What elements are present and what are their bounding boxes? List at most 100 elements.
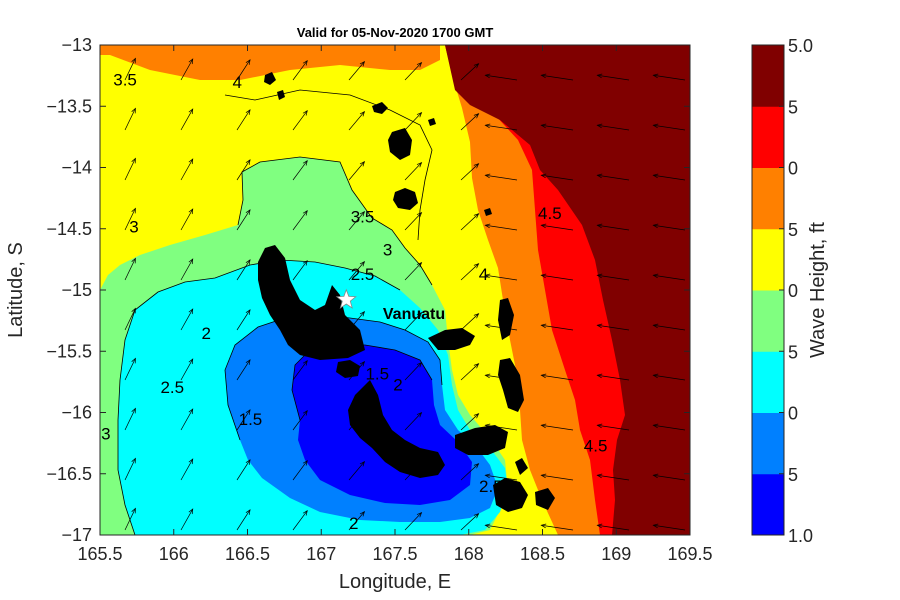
colorbar-tick-label: 5 — [788, 342, 798, 362]
contour-label: 4.5 — [584, 437, 608, 456]
wind-arrow-head — [540, 373, 547, 379]
wind-arrow — [404, 312, 422, 331]
wind-arrow — [541, 374, 574, 381]
wind-arrow-head — [359, 260, 366, 267]
wind-arrow — [653, 474, 686, 481]
wind-arrow-head — [484, 223, 491, 229]
colorbar-segment — [752, 412, 784, 475]
wind-arrow — [292, 360, 308, 381]
wind-arrow — [541, 174, 574, 181]
wind-arrow — [236, 459, 251, 481]
contour-label: 4 — [232, 73, 241, 92]
wind-arrow — [180, 408, 194, 431]
wind-arrow — [404, 212, 422, 231]
band-3.5-4-left — [100, 45, 440, 80]
wind-arrow-head — [131, 157, 136, 164]
wind-arrow-head — [484, 373, 491, 379]
y-tick-label: −16.5 — [46, 464, 92, 484]
colorbar-tick-label: 5 — [788, 465, 798, 485]
y-tick-label: −17 — [61, 525, 92, 545]
wind-arrow-head — [302, 109, 308, 116]
wind-arrow-head — [473, 163, 480, 169]
wind-arrow — [180, 108, 194, 131]
wind-arrow — [236, 409, 251, 431]
wind-arrow-head — [302, 409, 308, 416]
wind-arrow — [653, 324, 686, 331]
wind-arrow-head — [245, 259, 251, 265]
wind-arrow — [485, 474, 518, 481]
wind-arrow-head — [416, 361, 423, 368]
wind-arrow-head — [131, 507, 136, 514]
wind-arrow — [597, 224, 630, 231]
wind-arrow-head — [245, 309, 251, 315]
wind-arrow — [124, 208, 136, 231]
wind-arrow-head — [473, 263, 480, 269]
wind-vectors — [124, 57, 686, 531]
wind-arrow — [460, 163, 479, 181]
x-tick-label: 169 — [601, 544, 631, 564]
wind-arrow-head — [302, 459, 308, 466]
island-torres-1 — [264, 72, 276, 85]
wind-arrow — [653, 374, 686, 381]
y-tick-label: −15.5 — [46, 341, 92, 361]
wind-arrow-head — [245, 459, 251, 465]
wind-arrow-head — [484, 73, 491, 79]
wind-arrow-head — [652, 273, 659, 279]
wind-arrow-head — [473, 213, 480, 219]
wind-arrow-head — [416, 511, 423, 518]
wind-arrow — [348, 161, 365, 181]
wind-arrow — [124, 408, 136, 431]
wind-arrow — [292, 510, 308, 531]
wind-arrow-head — [188, 208, 194, 215]
wind-arrow — [124, 358, 136, 381]
wind-arrow — [597, 74, 630, 81]
wind-arrow — [541, 524, 574, 531]
colorbar-segment — [752, 351, 784, 413]
y-axis-label: Latitude, S — [5, 242, 27, 338]
island-gaua — [388, 128, 412, 160]
x-tick-label: 166.5 — [225, 544, 270, 564]
wind-arrow — [653, 74, 686, 81]
wind-arrow — [460, 63, 479, 81]
wind-arrow — [653, 224, 686, 231]
contour-label: 1.5 — [239, 410, 263, 429]
wind-arrow-head — [188, 408, 194, 415]
wind-arrow-head — [302, 359, 308, 366]
contour-label: 2 — [349, 514, 358, 533]
wind-arrow-head — [359, 360, 366, 367]
contour-label: 3 — [101, 424, 110, 443]
contour-map — [100, 45, 690, 535]
island-small-1 — [535, 488, 555, 510]
contour-label: 3 — [129, 217, 138, 236]
contour-label: 2 — [393, 375, 402, 394]
wind-arrow — [180, 308, 194, 331]
wind-arrow-head — [596, 123, 603, 129]
wind-arrow-head — [245, 359, 251, 365]
wind-arrow — [541, 424, 574, 431]
wind-arrow-head — [540, 323, 547, 329]
wind-arrow — [124, 58, 136, 81]
band-4.5-5 — [445, 45, 690, 535]
contour-line-3.5 — [224, 89, 433, 241]
wind-arrow-head — [131, 207, 136, 214]
island-malo — [336, 360, 360, 378]
wind-arrow-head — [652, 73, 659, 79]
wind-arrow — [180, 258, 194, 281]
wind-arrow-head — [473, 63, 480, 69]
wind-arrow-head — [245, 159, 251, 165]
wind-arrow-head — [473, 313, 480, 319]
wind-arrow — [292, 110, 308, 131]
wind-arrow-head — [652, 323, 659, 329]
wind-arrow-head — [302, 259, 308, 266]
wind-arrow-head — [473, 363, 480, 369]
wind-arrow — [292, 460, 308, 481]
wind-arrow-head — [188, 108, 194, 115]
colorbar-segment — [752, 473, 784, 536]
wind-arrow — [653, 424, 686, 431]
wind-arrow — [541, 224, 574, 231]
wind-arrow — [292, 410, 308, 431]
wind-arrow — [236, 209, 251, 231]
wind-arrow — [485, 74, 518, 81]
x-tick-label: 166 — [159, 544, 189, 564]
wind-arrow-head — [416, 111, 423, 118]
